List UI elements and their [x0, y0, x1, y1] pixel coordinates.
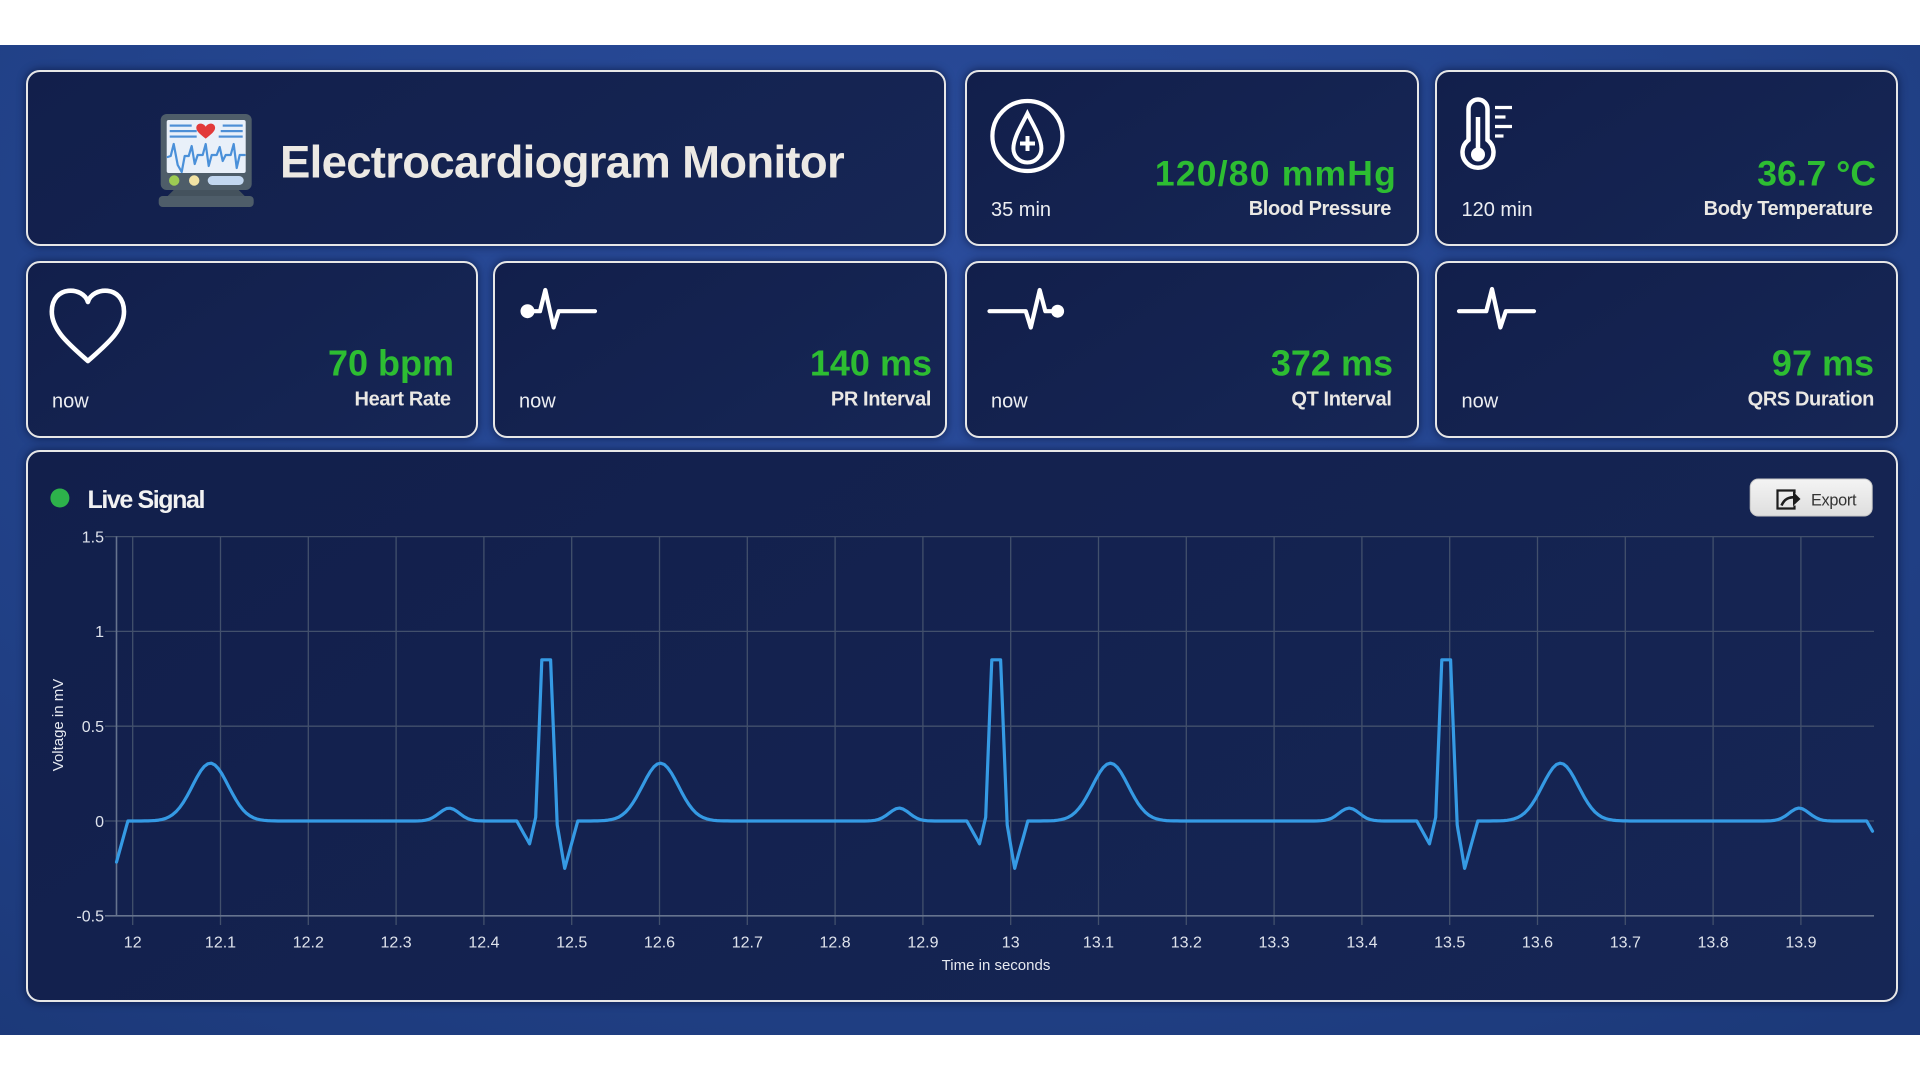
- svg-text:35 min: 35 min: [991, 199, 1051, 221]
- svg-text:now: now: [519, 391, 556, 413]
- svg-text:12.2: 12.2: [293, 935, 324, 952]
- svg-text:0.5: 0.5: [82, 719, 104, 736]
- svg-text:PR Interval: PR Interval: [831, 389, 931, 411]
- svg-text:12.3: 12.3: [381, 935, 412, 952]
- svg-text:12.9: 12.9: [907, 935, 938, 952]
- svg-text:13.6: 13.6: [1522, 935, 1553, 952]
- svg-text:Live Signal: Live Signal: [88, 486, 205, 514]
- svg-text:1.5: 1.5: [82, 529, 104, 546]
- svg-text:13.5: 13.5: [1434, 935, 1465, 952]
- svg-text:12.7: 12.7: [732, 935, 763, 952]
- svg-text:12: 12: [124, 935, 142, 952]
- svg-text:12.5: 12.5: [556, 935, 587, 952]
- svg-text:13.8: 13.8: [1698, 935, 1729, 952]
- svg-text:now: now: [991, 391, 1028, 413]
- svg-text:13.7: 13.7: [1610, 935, 1641, 952]
- svg-text:QRS Duration: QRS Duration: [1748, 389, 1874, 411]
- svg-text:120/80 mmHg: 120/80 mmHg: [1155, 154, 1397, 194]
- svg-text:12.8: 12.8: [820, 935, 851, 952]
- svg-text:12.6: 12.6: [644, 935, 675, 952]
- svg-text:13.4: 13.4: [1346, 935, 1377, 952]
- svg-text:1: 1: [95, 624, 104, 641]
- svg-text:13: 13: [1002, 935, 1020, 952]
- svg-text:-0.5: -0.5: [76, 909, 104, 926]
- svg-text:140 ms: 140 ms: [810, 343, 932, 384]
- svg-text:36.7 °C: 36.7 °C: [1757, 154, 1876, 194]
- svg-text:Voltage in mV: Voltage in mV: [50, 679, 67, 772]
- svg-text:70 bpm: 70 bpm: [328, 343, 454, 384]
- svg-text:0: 0: [95, 814, 104, 831]
- svg-text:13.9: 13.9: [1785, 935, 1816, 952]
- svg-text:Blood Pressure: Blood Pressure: [1249, 198, 1391, 220]
- svg-text:13.2: 13.2: [1171, 935, 1202, 952]
- svg-text:QT Interval: QT Interval: [1291, 389, 1391, 411]
- svg-text:Electrocardiogram Monitor: Electrocardiogram Monitor: [280, 137, 845, 188]
- svg-text:13.3: 13.3: [1259, 935, 1290, 952]
- svg-text:97 ms: 97 ms: [1772, 343, 1874, 384]
- svg-text:120 min: 120 min: [1462, 199, 1533, 221]
- svg-text:12.1: 12.1: [205, 935, 236, 952]
- svg-text:Time in seconds: Time in seconds: [942, 957, 1051, 974]
- svg-text:Export: Export: [1811, 492, 1857, 510]
- svg-text:Body Temperature: Body Temperature: [1704, 198, 1873, 220]
- svg-text:Heart Rate: Heart Rate: [355, 389, 451, 411]
- svg-text:12.4: 12.4: [468, 935, 499, 952]
- svg-text:now: now: [1462, 391, 1499, 413]
- svg-text:13.1: 13.1: [1083, 935, 1114, 952]
- svg-text:now: now: [52, 391, 89, 413]
- svg-text:372 ms: 372 ms: [1271, 343, 1393, 384]
